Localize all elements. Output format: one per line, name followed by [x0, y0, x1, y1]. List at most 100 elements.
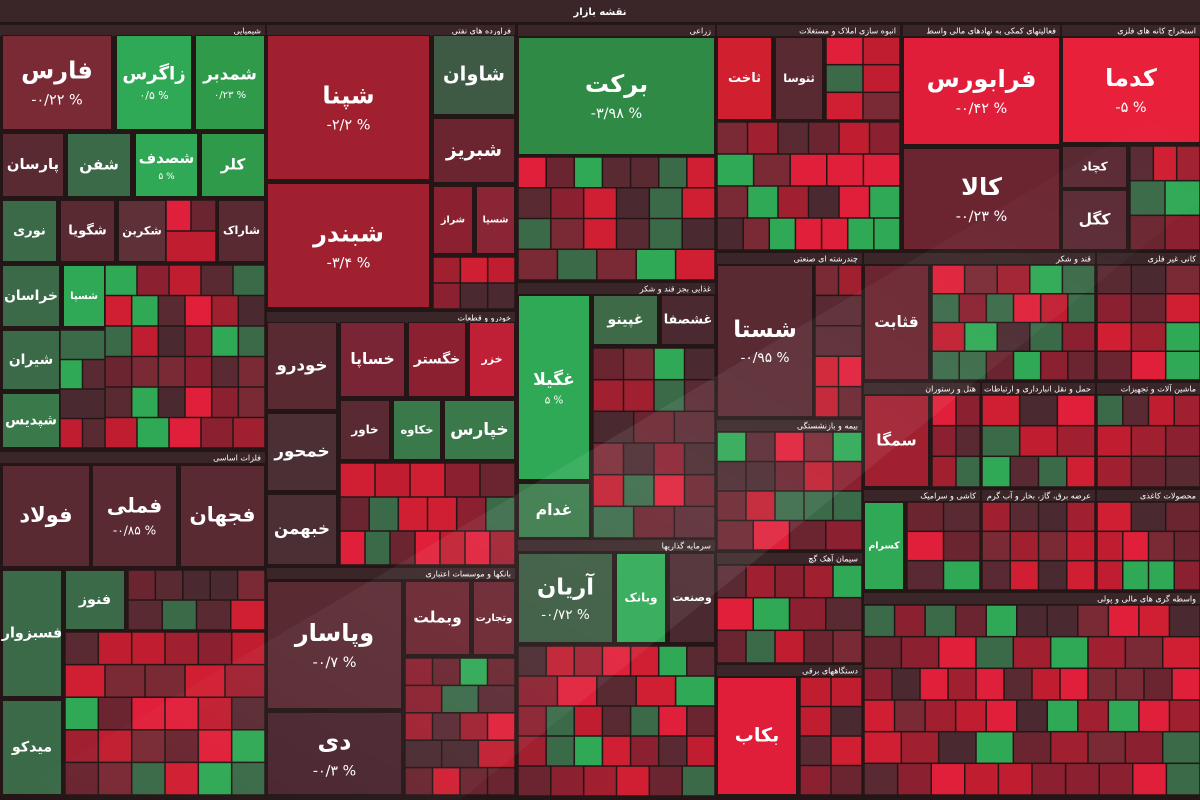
filler-tile [201, 265, 233, 296]
filler-tile [976, 636, 1014, 669]
stock-change: ۰/۲۳ % [214, 90, 246, 101]
filler-tile [1176, 146, 1200, 181]
filler-tile [775, 491, 804, 521]
filler-tile [897, 763, 931, 795]
filler-tile [982, 425, 1020, 457]
filler-tile [198, 730, 232, 763]
filler-tile [487, 257, 515, 283]
sector-header: شیمیایی [234, 27, 262, 36]
filler-tile [1078, 605, 1109, 637]
filler-tile [839, 186, 870, 218]
stock-change: -۰/۳ % [313, 763, 356, 779]
filler-tile [1130, 180, 1165, 216]
sector-header-bg [717, 25, 900, 36]
filler-tile [658, 736, 687, 766]
filler-tile [833, 630, 862, 663]
filler-tile [800, 677, 831, 707]
filler-tile [105, 356, 132, 387]
filler-tile [932, 425, 956, 457]
filler-tile [1165, 351, 1200, 380]
filler-tile [943, 502, 980, 532]
filler-tile [863, 154, 900, 186]
filler-tile [210, 570, 238, 600]
stock-symbol: شستا [733, 317, 797, 343]
filler-tile [630, 157, 659, 188]
filler-tile [158, 387, 185, 418]
filler-tile [405, 685, 442, 713]
stock-symbol: شپدیس [5, 413, 57, 429]
filler-tile [1067, 531, 1095, 561]
stock-symbol: برکت [585, 70, 648, 98]
filler-tile [746, 491, 775, 521]
filler-tile [1067, 560, 1095, 590]
filler-tile [1013, 636, 1051, 669]
stock-symbol: آریان [537, 572, 595, 600]
filler-tile [775, 432, 804, 462]
filler-tile [82, 359, 105, 389]
filler-tile [128, 600, 162, 630]
filler-tile [1097, 351, 1132, 380]
filler-tile [964, 265, 997, 294]
filler-tile [833, 461, 862, 491]
filler-tile [956, 395, 980, 426]
filler-tile [1019, 425, 1058, 457]
filler-tile [1010, 531, 1039, 561]
filler-tile [864, 731, 902, 764]
filler-tile [98, 730, 132, 763]
filler-tile [747, 122, 778, 154]
filler-tile [557, 249, 597, 280]
stock-symbol: فملی [107, 493, 163, 517]
filler-tile [864, 763, 898, 795]
filler-tile [1131, 456, 1166, 487]
filler-tile [986, 700, 1017, 732]
sector-header: زراعی [690, 27, 712, 36]
filler-tile [460, 658, 488, 686]
filler-tile [191, 200, 216, 231]
filler-tile [623, 443, 654, 475]
filler-tile [1057, 395, 1095, 426]
filler-tile [465, 531, 490, 565]
filler-tile [196, 600, 231, 630]
filler-tile [105, 295, 132, 326]
filler-tile [593, 474, 624, 507]
filler-tile [165, 730, 199, 763]
filler-tile [746, 630, 775, 663]
filler-tile [684, 443, 715, 475]
filler-tile [1172, 668, 1200, 700]
filler-tile [769, 218, 796, 250]
stock-symbol: خکاوه [401, 423, 434, 437]
filler-tile [1097, 265, 1132, 294]
filler-tile [1010, 456, 1039, 487]
filler-tile [965, 763, 999, 795]
filler-tile [743, 218, 770, 250]
filler-tile [441, 685, 479, 713]
filler-tile [932, 294, 959, 323]
filler-tile [976, 668, 1004, 700]
filler-tile [546, 736, 575, 766]
filler-tile [1016, 700, 1048, 732]
filler-tile [1116, 668, 1144, 700]
filler-tile [804, 432, 833, 462]
filler-tile [1004, 668, 1032, 700]
filler-tile [654, 348, 685, 380]
stock-symbol: شاراک [223, 224, 260, 237]
filler-tile [1038, 531, 1067, 561]
stock-symbol: خمحور [273, 442, 329, 462]
filler-tile [65, 697, 99, 730]
filler-tile [747, 186, 778, 218]
filler-tile [815, 326, 862, 356]
stock-symbol: دی [318, 727, 352, 755]
filler-tile [675, 676, 715, 706]
filler-tile [815, 386, 839, 417]
filler-tile [1123, 395, 1149, 426]
filler-tile [593, 348, 624, 380]
filler-tile [169, 265, 201, 296]
filler-tile [826, 520, 862, 550]
stock-symbol: زاگرس [122, 62, 185, 84]
filler-tile [405, 713, 433, 740]
filler-tile [211, 356, 239, 387]
stock-change: ۵ % [545, 394, 564, 406]
sector-header: هتل و رستوران [925, 385, 976, 394]
filler-tile [789, 597, 826, 631]
filler-tile [894, 700, 925, 732]
